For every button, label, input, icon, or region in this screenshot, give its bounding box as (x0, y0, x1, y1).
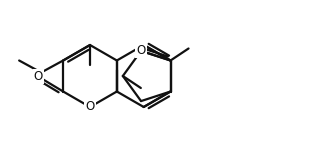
Text: O: O (33, 70, 43, 83)
Text: O: O (137, 44, 146, 57)
Text: O: O (85, 100, 94, 114)
